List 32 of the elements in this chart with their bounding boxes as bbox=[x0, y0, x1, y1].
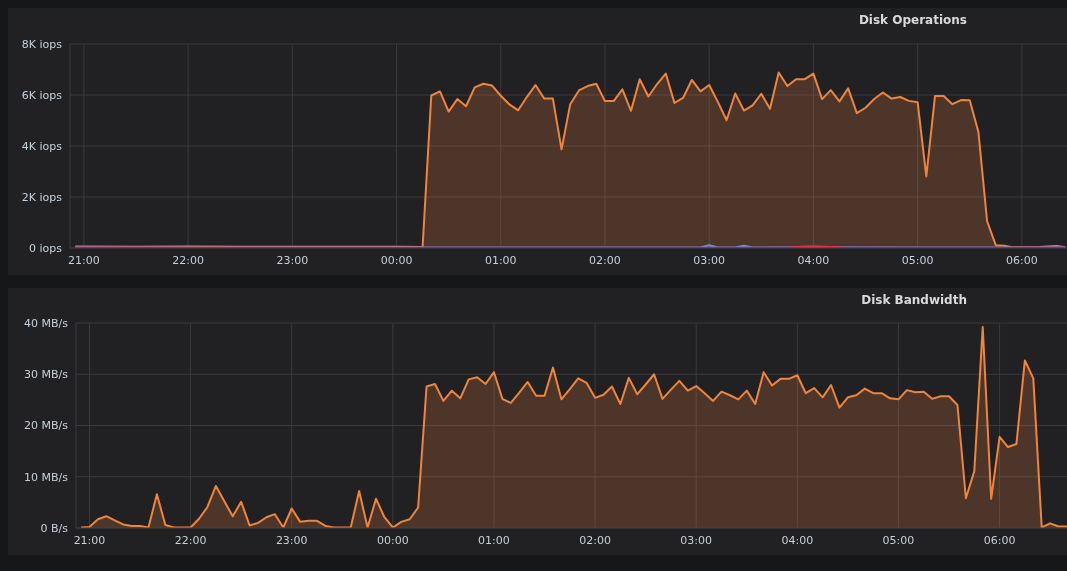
x-tick-label: 21:00 bbox=[68, 253, 100, 267]
y-tick-label: 0 B/s bbox=[40, 521, 69, 535]
x-tick-label: 22:00 bbox=[172, 253, 204, 267]
x-tick-label: 02:00 bbox=[579, 533, 611, 547]
y-tick-label: 30 MB/s bbox=[24, 368, 69, 382]
x-tick-label: 02:00 bbox=[589, 253, 621, 267]
y-tick-label: 20 MB/s bbox=[24, 419, 69, 433]
chart-title: Disk Operations bbox=[858, 13, 967, 27]
x-tick-label: 06:00 bbox=[1005, 253, 1038, 267]
y-tick-label: 8K iops bbox=[21, 37, 63, 51]
x-tick-label: 23:00 bbox=[275, 533, 308, 547]
x-tick-label: 01:00 bbox=[478, 533, 510, 547]
x-tick-label: 03:00 bbox=[693, 253, 726, 267]
x-tick-label: 05:00 bbox=[882, 533, 915, 547]
y-tick-label: 0 iops bbox=[29, 241, 63, 255]
x-tick-label: 00:00 bbox=[377, 533, 409, 547]
x-tick-label: 06:00 bbox=[983, 533, 1016, 547]
x-tick-label: 00:00 bbox=[380, 253, 413, 267]
x-tick-label: 21:00 bbox=[73, 533, 106, 547]
y-tick-label: 40 MB/s bbox=[24, 316, 69, 330]
y-tick-label: 10 MB/s bbox=[24, 470, 69, 484]
x-tick-label: 04:00 bbox=[797, 253, 830, 267]
x-tick-label: 03:00 bbox=[680, 533, 713, 547]
y-tick-label: 2K iops bbox=[21, 190, 63, 204]
x-tick-label: 22:00 bbox=[174, 533, 207, 547]
x-tick-label: 05:00 bbox=[901, 253, 934, 267]
x-tick-label: 01:00 bbox=[484, 253, 517, 267]
y-tick-label: 6K iops bbox=[21, 88, 63, 102]
y-tick-label: 4K iops bbox=[21, 139, 63, 153]
chart-title: Disk Bandwidth bbox=[861, 293, 967, 307]
x-tick-label: 04:00 bbox=[781, 533, 814, 547]
x-tick-label: 23:00 bbox=[276, 253, 309, 267]
